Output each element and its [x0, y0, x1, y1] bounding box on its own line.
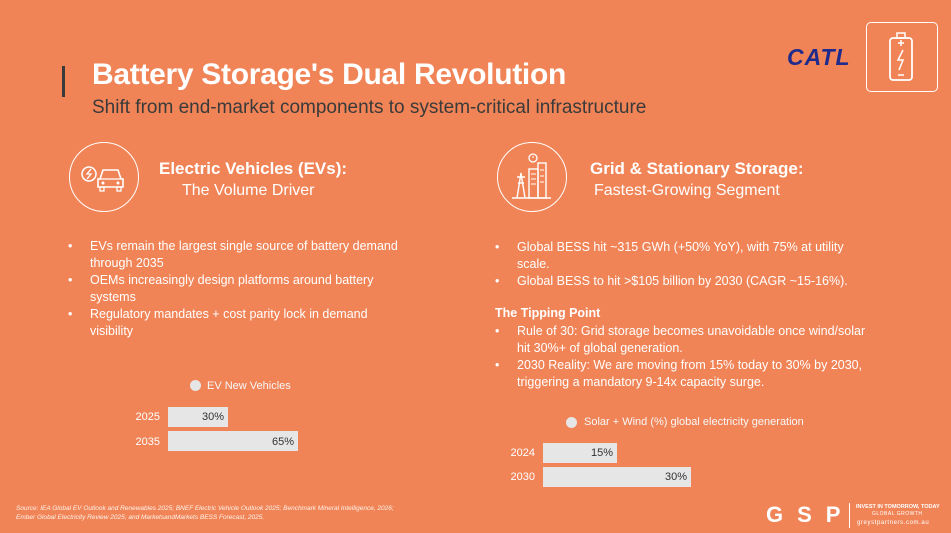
- source-note: Source: IEA Global EV Outlook and Renewa…: [16, 505, 394, 521]
- list-item: Regulatory mandates + cost parity lock i…: [68, 306, 408, 339]
- list-item: OEMs increasingly design platforms aroun…: [68, 272, 408, 305]
- gsp-logo: GSP: [766, 502, 855, 527]
- list-item: EVs remain the largest single source of …: [68, 238, 408, 271]
- footer-divider: [849, 503, 850, 528]
- bar-category-label: 2025: [135, 411, 160, 423]
- bar-value-label: 30%: [664, 471, 687, 483]
- grid-tower-icon: [512, 153, 551, 199]
- grid-section-subtitle: Fastest-Growing Segment: [594, 182, 780, 199]
- bar-category-label: 2024: [510, 447, 535, 459]
- list-item: Global BESS to hit >$105 billion by 2030…: [495, 273, 875, 290]
- bar-category-label: 2035: [135, 436, 160, 448]
- bar-2024: [543, 443, 617, 463]
- list-item: Global BESS hit ~315 GWh (+50% YoY), wit…: [495, 239, 875, 272]
- ev-icon-circle: [69, 142, 139, 212]
- legend-label: EV New Vehicles: [207, 380, 291, 392]
- catl-logo: CATL: [787, 44, 851, 70]
- legend-label: Solar + Wind (%) global electricity gene…: [584, 416, 804, 428]
- list-item: 2030 Reality: We are moving from 15% tod…: [495, 357, 870, 390]
- bar-value-label: 30%: [201, 411, 224, 423]
- title-accent-bar: [62, 66, 65, 97]
- ev-section-subtitle: The Volume Driver: [182, 182, 315, 199]
- bar-value-label: 15%: [590, 447, 613, 459]
- page-title: Battery Storage's Dual Revolution: [92, 58, 566, 91]
- bar-2035: [168, 431, 298, 451]
- footer-tagline-sub: GLOBAL GROWTH: [872, 511, 923, 517]
- battery-icon-box: [866, 22, 938, 92]
- grid-bullet-list: Global BESS hit ~315 GWh (+50% YoY), wit…: [495, 239, 875, 291]
- ev-section-title: Electric Vehicles (EVs):: [159, 159, 348, 178]
- legend-swatch: [190, 380, 201, 391]
- bar-2030: [543, 467, 691, 487]
- tipping-bullet-list: Rule of 30: Grid storage becomes unavoid…: [495, 323, 870, 391]
- page-subtitle: Shift from end-market components to syst…: [92, 97, 647, 118]
- tipping-point-heading: The Tipping Point: [495, 306, 601, 320]
- ev-bar-chart: EV New Vehicles 2025 30% 2035 65%: [120, 372, 420, 457]
- battery-icon: [889, 32, 913, 81]
- grid-section-title: Grid & Stationary Storage:: [590, 159, 804, 178]
- footer-website: greystpartners.com.au: [857, 520, 930, 526]
- bar-value-label: 65%: [271, 436, 294, 448]
- grid-icon-circle: [497, 142, 567, 212]
- legend-swatch: [566, 417, 577, 428]
- footer-tagline: INVEST IN TOMORROW, TODAY: [856, 504, 940, 510]
- ev-bullet-list: EVs remain the largest single source of …: [68, 238, 408, 340]
- bar-category-label: 2030: [510, 471, 535, 483]
- car-charging-icon: [81, 166, 124, 192]
- list-item: Rule of 30: Grid storage becomes unavoid…: [495, 323, 870, 356]
- renewables-bar-chart: Solar + Wind (%) global electricity gene…: [495, 408, 835, 493]
- bar-2025: [168, 407, 228, 427]
